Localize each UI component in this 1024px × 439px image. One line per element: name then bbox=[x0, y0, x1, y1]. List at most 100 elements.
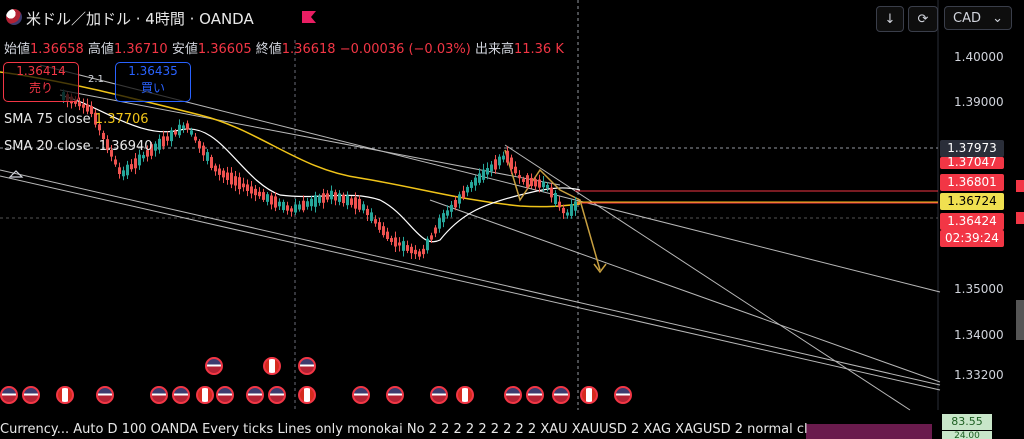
pink-bar bbox=[806, 424, 932, 439]
usa-flag-icon[interactable] bbox=[172, 386, 190, 404]
axis-label: 1.39000 bbox=[954, 95, 1004, 109]
candle-body bbox=[474, 177, 477, 186]
close-label: 終値 bbox=[255, 42, 282, 57]
usa-flag-icon[interactable] bbox=[246, 386, 264, 404]
candle-body bbox=[358, 198, 361, 210]
usa-flag-icon[interactable] bbox=[614, 386, 632, 404]
candle-body bbox=[154, 143, 157, 151]
candle-body bbox=[194, 136, 197, 141]
projection-path[interactable] bbox=[504, 149, 601, 271]
sma20-label: SMA 20 close bbox=[4, 139, 91, 154]
chart-title[interactable]: 米ドル／加ドル · 4時間 · OANDA bbox=[26, 10, 254, 28]
scroll-up-marker[interactable] bbox=[8, 170, 24, 178]
ohlc-legend: 始値1.36658 高値1.36710 安値1.36605 終値1.36618 … bbox=[4, 38, 564, 57]
candle-body bbox=[102, 132, 105, 140]
open-value: 1.36658 bbox=[30, 42, 84, 57]
usa-flag-icon[interactable] bbox=[430, 386, 448, 404]
refresh-icon: ⟳ bbox=[917, 11, 929, 27]
edge-marker bbox=[1016, 212, 1024, 224]
usa-flag-icon[interactable] bbox=[205, 357, 223, 375]
candle-body bbox=[78, 101, 81, 107]
usa-flag-icon[interactable] bbox=[150, 386, 168, 404]
buy-button[interactable]: 1.36435 買い bbox=[115, 62, 191, 102]
usa-flag-icon[interactable] bbox=[22, 386, 40, 404]
download-button[interactable]: ↓ bbox=[876, 6, 904, 32]
edge-marker bbox=[1016, 180, 1024, 192]
usa-flag-icon[interactable] bbox=[352, 386, 370, 404]
candle-body bbox=[278, 201, 281, 207]
candle-body bbox=[298, 204, 301, 210]
candle-body bbox=[274, 196, 277, 208]
usa-flag-icon[interactable] bbox=[216, 386, 234, 404]
candle-body bbox=[118, 167, 121, 175]
candle-body bbox=[554, 192, 557, 205]
axis-label: 1.34000 bbox=[954, 328, 1004, 342]
candle-body bbox=[178, 124, 181, 136]
canada-flag-icon[interactable] bbox=[263, 357, 281, 375]
candle-body bbox=[314, 195, 317, 207]
usa-flag-icon[interactable] bbox=[552, 386, 570, 404]
usa-flag-icon[interactable] bbox=[504, 386, 522, 404]
trendline-lower-1[interactable] bbox=[0, 169, 941, 386]
candle-body bbox=[470, 182, 473, 188]
price-tag: 1.37047 bbox=[940, 157, 1004, 169]
usa-flag-icon[interactable] bbox=[0, 386, 18, 404]
candle-body bbox=[174, 131, 177, 135]
candle-body bbox=[90, 106, 93, 114]
candle-body bbox=[378, 222, 381, 230]
candle-body bbox=[478, 173, 481, 183]
usa-flag-icon[interactable] bbox=[268, 386, 286, 404]
candle-body bbox=[270, 195, 273, 205]
high-label: 高値 bbox=[87, 42, 114, 57]
candle-body bbox=[170, 130, 173, 142]
arrow-down-icon: ↓ bbox=[884, 11, 896, 27]
buy-price: 1.36435 bbox=[128, 64, 178, 78]
candle-body bbox=[134, 158, 137, 169]
candle-body bbox=[186, 123, 189, 130]
trendline-lower-2[interactable] bbox=[0, 175, 941, 391]
canada-flag-icon[interactable] bbox=[56, 386, 74, 404]
canada-flag-icon[interactable] bbox=[196, 386, 214, 404]
sell-button[interactable]: 1.36414 売り bbox=[3, 62, 79, 102]
sma20-value: 1.36940 bbox=[98, 139, 153, 154]
candles bbox=[62, 89, 577, 260]
refresh-button[interactable]: ⟳ bbox=[908, 6, 938, 32]
canada-flag-icon[interactable] bbox=[456, 386, 474, 404]
candle-body bbox=[318, 196, 321, 203]
candle-body bbox=[498, 156, 501, 166]
candle-body bbox=[266, 194, 269, 202]
canada-flag-icon[interactable] bbox=[580, 386, 598, 404]
trendline-mid[interactable] bbox=[59, 89, 561, 186]
usa-flag-icon[interactable] bbox=[298, 357, 316, 375]
candle-body bbox=[558, 201, 561, 208]
spread-value: 2.1 bbox=[88, 74, 104, 85]
candle-body bbox=[390, 238, 393, 242]
usa-flag-icon[interactable] bbox=[386, 386, 404, 404]
candle-body bbox=[442, 213, 445, 223]
candle-body bbox=[414, 249, 417, 255]
candle-body bbox=[458, 194, 461, 204]
canada-flag-icon[interactable] bbox=[298, 386, 316, 404]
trendline-upper[interactable] bbox=[39, 64, 941, 293]
candle-body bbox=[166, 136, 169, 141]
currency-select[interactable]: CAD ⌄ bbox=[944, 6, 1012, 30]
trendline-steep[interactable] bbox=[504, 144, 911, 411]
scrollbar[interactable] bbox=[1016, 300, 1024, 340]
candle-body bbox=[306, 201, 309, 207]
trendline-long[interactable] bbox=[429, 199, 941, 383]
usa-flag-icon[interactable] bbox=[526, 386, 544, 404]
candle-body bbox=[250, 186, 253, 194]
usa-flag-icon[interactable] bbox=[96, 386, 114, 404]
candle-body bbox=[546, 184, 549, 189]
indicator-sma20[interactable]: SMA 20 close 1.36940 bbox=[4, 139, 153, 154]
candle-body bbox=[286, 205, 289, 211]
candle-body bbox=[282, 201, 285, 211]
candle-body bbox=[382, 226, 385, 236]
candle-body bbox=[302, 200, 305, 211]
pink-flag-icon[interactable] bbox=[302, 11, 316, 23]
indicator-sma75[interactable]: SMA 75 close 1.37706 bbox=[4, 112, 149, 127]
low-label: 安値 bbox=[171, 42, 198, 57]
candle-body bbox=[310, 198, 313, 207]
